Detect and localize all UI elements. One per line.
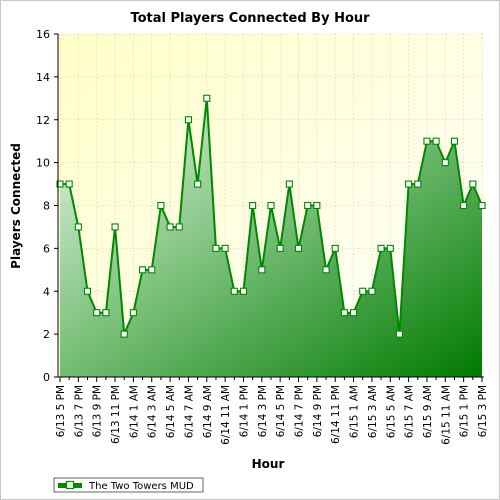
x-tick-label: 6/14 9 PM bbox=[312, 385, 324, 437]
x-tick-label: 6/14 7 AM bbox=[183, 385, 195, 438]
data-point bbox=[386, 244, 394, 252]
data-point bbox=[129, 309, 137, 317]
data-point bbox=[139, 266, 147, 274]
x-tick-label: 6/14 11 AM bbox=[220, 385, 232, 445]
data-point bbox=[405, 180, 413, 188]
x-tick-label: 6/14 3 AM bbox=[147, 385, 159, 438]
data-point bbox=[285, 180, 293, 188]
data-point bbox=[359, 287, 367, 295]
y-tick-label: 4 bbox=[43, 285, 50, 298]
x-tick-label: 6/14 5 AM bbox=[165, 385, 177, 438]
y-tick-label: 16 bbox=[36, 28, 50, 41]
data-point bbox=[221, 244, 229, 252]
x-tick-label: 6/15 9 AM bbox=[422, 385, 434, 438]
data-point bbox=[276, 244, 284, 252]
data-point bbox=[212, 244, 220, 252]
x-tick-label: 6/14 5 PM bbox=[275, 385, 287, 437]
data-point bbox=[322, 266, 330, 274]
y-tick-label: 0 bbox=[43, 371, 50, 384]
x-tick-label: 6/15 11 AM bbox=[440, 385, 452, 445]
data-point bbox=[93, 309, 101, 317]
data-point bbox=[340, 309, 348, 317]
data-point bbox=[203, 94, 211, 102]
data-point bbox=[267, 201, 275, 210]
data-point bbox=[377, 244, 385, 252]
x-tick-label: 6/13 5 PM bbox=[55, 385, 67, 437]
data-point bbox=[368, 287, 376, 295]
data-point bbox=[478, 201, 486, 210]
data-point bbox=[450, 137, 459, 145]
y-axis-title: Players Connected bbox=[9, 143, 23, 269]
data-point bbox=[83, 287, 92, 295]
data-point bbox=[331, 244, 339, 252]
x-tick-label: 6/14 11 PM bbox=[330, 385, 342, 444]
data-point bbox=[148, 266, 156, 274]
legend-swatch-marker bbox=[65, 480, 75, 490]
x-tick-label: 6/14 9 AM bbox=[202, 385, 214, 438]
data-point bbox=[294, 244, 303, 252]
data-point bbox=[469, 180, 477, 188]
series-area bbox=[60, 98, 482, 377]
data-point bbox=[102, 309, 110, 317]
data-point bbox=[184, 116, 192, 124]
legend-box bbox=[53, 477, 204, 493]
y-tick-label: 2 bbox=[43, 328, 50, 341]
x-tick-label: 6/13 7 PM bbox=[73, 385, 85, 437]
data-point bbox=[157, 201, 165, 210]
data-point bbox=[460, 201, 468, 210]
x-tick-label: 6/15 3 PM bbox=[477, 385, 489, 437]
data-point bbox=[258, 266, 266, 274]
y-ticks: 0 2 4 6 8 10 12 14 16 bbox=[36, 28, 58, 384]
data-point bbox=[414, 180, 422, 188]
data-point bbox=[313, 201, 321, 210]
y-tick-label: 10 bbox=[36, 157, 50, 170]
data-point bbox=[111, 223, 119, 231]
data-point bbox=[120, 330, 128, 338]
x-tick-label: 6/13 11 PM bbox=[110, 385, 122, 444]
x-tick-label: 6/13 9 PM bbox=[92, 385, 104, 437]
series-points bbox=[56, 94, 486, 338]
x-tick-label: 6/14 1 AM bbox=[128, 385, 140, 438]
data-point bbox=[175, 223, 183, 231]
data-point bbox=[194, 180, 202, 188]
y-tick-label: 6 bbox=[43, 242, 50, 255]
x-tick-label: 6/14 1 PM bbox=[238, 385, 250, 437]
data-point bbox=[239, 287, 248, 295]
data-point bbox=[166, 223, 174, 231]
data-point bbox=[56, 180, 64, 188]
legend-series-label: The Two Towers MUD bbox=[88, 481, 194, 492]
data-point bbox=[395, 330, 403, 338]
y-tick-label: 14 bbox=[36, 71, 50, 84]
y-tick-label: 8 bbox=[43, 200, 50, 213]
data-point bbox=[304, 201, 312, 210]
x-tick-label: 6/15 5 AM bbox=[385, 385, 397, 438]
chart-title: Total Players Connected By Hour bbox=[130, 11, 370, 26]
x-tick-label: 6/14 3 PM bbox=[257, 385, 269, 437]
x-tick-label: 6/14 7 PM bbox=[294, 385, 306, 437]
y-tick-label: 12 bbox=[36, 114, 50, 127]
data-point bbox=[350, 309, 358, 317]
legend: The Two Towers MUD bbox=[53, 477, 204, 493]
x-axis-title: Hour bbox=[252, 457, 285, 471]
data-point bbox=[441, 159, 449, 167]
data-point bbox=[74, 223, 82, 231]
x-tick-label: 6/15 1 AM bbox=[349, 385, 361, 438]
x-tick-label: 6/15 3 AM bbox=[367, 385, 379, 438]
data-point bbox=[230, 287, 238, 295]
data-point bbox=[423, 137, 431, 145]
data-point bbox=[249, 201, 257, 210]
data-point bbox=[65, 180, 73, 188]
x-ticks: 6/13 5 PM 6/13 7 PM 6/13 9 PM 6/13 11 PM 6/1… bbox=[55, 377, 489, 445]
x-tick-label: 6/15 1 PM bbox=[459, 385, 471, 437]
data-point bbox=[432, 137, 440, 145]
x-tick-label: 6/15 7 AM bbox=[404, 385, 416, 438]
